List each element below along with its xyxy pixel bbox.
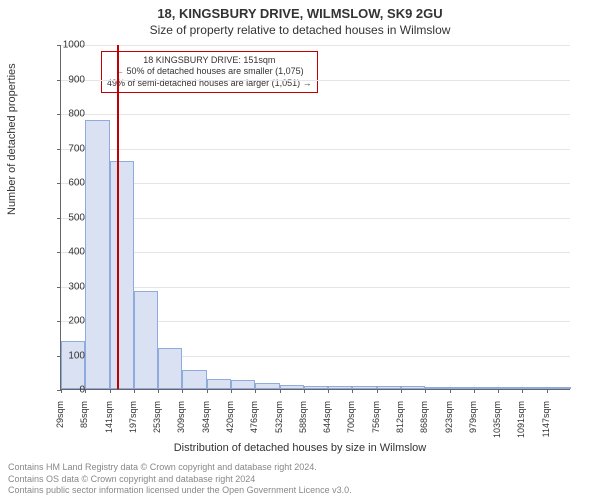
x-tick-mark <box>377 389 378 393</box>
histogram-bar <box>352 386 376 389</box>
histogram-bar <box>280 385 304 389</box>
histogram-bar <box>182 370 206 389</box>
x-tick-label: 812sqm <box>395 401 405 451</box>
x-tick-label: 476sqm <box>249 401 259 451</box>
x-tick-mark <box>85 389 86 393</box>
property-marker-line <box>117 45 119 389</box>
x-tick-label: 197sqm <box>128 401 138 451</box>
x-tick-label: 85sqm <box>79 401 89 451</box>
histogram-bar <box>522 387 546 389</box>
histogram-bar <box>207 379 231 389</box>
x-tick-mark <box>158 389 159 393</box>
page-title: 18, KINGSBURY DRIVE, WILMSLOW, SK9 2GU <box>0 0 600 21</box>
histogram-bar <box>450 387 474 389</box>
gridline <box>61 114 570 115</box>
x-tick-mark <box>522 389 523 393</box>
y-tick-label: 200 <box>45 316 85 327</box>
gridline <box>61 149 570 150</box>
x-tick-label: 29sqm <box>55 401 65 451</box>
histogram-bar <box>231 380 255 389</box>
histogram-bar <box>425 387 449 389</box>
x-tick-mark <box>352 389 353 393</box>
x-tick-mark <box>450 389 451 393</box>
x-tick-label: 979sqm <box>468 401 478 451</box>
x-tick-label: 756sqm <box>371 401 381 451</box>
histogram-bar <box>85 120 109 389</box>
x-tick-label: 700sqm <box>346 401 356 451</box>
x-tick-mark <box>110 389 111 393</box>
x-tick-mark <box>182 389 183 393</box>
histogram-bar <box>134 291 158 389</box>
x-tick-label: 364sqm <box>201 401 211 451</box>
gridline <box>61 183 570 184</box>
y-tick-label: 900 <box>45 74 85 85</box>
histogram-bar <box>328 386 352 389</box>
y-tick-label: 100 <box>45 350 85 361</box>
x-tick-mark <box>207 389 208 393</box>
x-tick-label: 1091sqm <box>516 401 526 451</box>
histogram-chart: 18 KINGSBURY DRIVE: 151sqm ← 50% of deta… <box>60 45 570 390</box>
y-tick-label: 1000 <box>45 40 85 51</box>
x-tick-mark <box>134 389 135 393</box>
histogram-bar <box>474 387 498 389</box>
x-tick-label: 309sqm <box>176 401 186 451</box>
annotation-box: 18 KINGSBURY DRIVE: 151sqm ← 50% of deta… <box>101 51 318 93</box>
y-tick-label: 0 <box>45 385 85 396</box>
x-tick-label: 532sqm <box>274 401 284 451</box>
x-tick-mark <box>425 389 426 393</box>
x-tick-label: 1147sqm <box>541 401 551 451</box>
x-tick-label: 923sqm <box>444 401 454 451</box>
x-tick-mark <box>255 389 256 393</box>
x-tick-mark <box>474 389 475 393</box>
gridline <box>61 252 570 253</box>
x-tick-mark <box>328 389 329 393</box>
annotation-line1: 18 KINGSBURY DRIVE: 151sqm <box>107 55 312 66</box>
x-tick-label: 588sqm <box>298 401 308 451</box>
footer-line1: Contains HM Land Registry data © Crown c… <box>8 462 592 473</box>
y-tick-label: 500 <box>45 212 85 223</box>
histogram-bar <box>401 386 425 389</box>
footer-line2: Contains OS data © Crown copyright and d… <box>8 474 592 485</box>
x-tick-mark <box>547 389 548 393</box>
annotation-line2: ← 50% of detached houses are smaller (1,… <box>107 66 312 77</box>
x-tick-mark <box>231 389 232 393</box>
y-tick-label: 400 <box>45 247 85 258</box>
histogram-bar <box>255 383 279 389</box>
y-tick-label: 300 <box>45 281 85 292</box>
x-tick-label: 141sqm <box>104 401 114 451</box>
footer-line3: Contains public sector information licen… <box>8 485 592 496</box>
y-tick-label: 700 <box>45 143 85 154</box>
x-tick-mark <box>401 389 402 393</box>
x-tick-label: 1035sqm <box>492 401 502 451</box>
page-subtitle: Size of property relative to detached ho… <box>0 21 600 37</box>
x-tick-label: 253sqm <box>152 401 162 451</box>
histogram-bar <box>110 161 134 389</box>
y-tick-label: 600 <box>45 178 85 189</box>
y-axis-title: Number of detached properties <box>6 63 18 215</box>
x-tick-mark <box>304 389 305 393</box>
histogram-bar <box>61 341 85 389</box>
gridline <box>61 287 570 288</box>
x-tick-label: 868sqm <box>419 401 429 451</box>
histogram-bar <box>377 386 401 389</box>
gridline <box>61 218 570 219</box>
histogram-bar <box>547 387 571 389</box>
histogram-bar <box>498 387 522 389</box>
x-tick-label: 420sqm <box>225 401 235 451</box>
histogram-bar <box>304 386 328 389</box>
x-tick-mark <box>280 389 281 393</box>
histogram-bar <box>158 348 182 389</box>
gridline <box>61 80 570 81</box>
y-tick-label: 800 <box>45 109 85 120</box>
gridline <box>61 45 570 46</box>
footer-attribution: Contains HM Land Registry data © Crown c… <box>8 462 592 496</box>
x-tick-mark <box>498 389 499 393</box>
x-tick-label: 644sqm <box>322 401 332 451</box>
